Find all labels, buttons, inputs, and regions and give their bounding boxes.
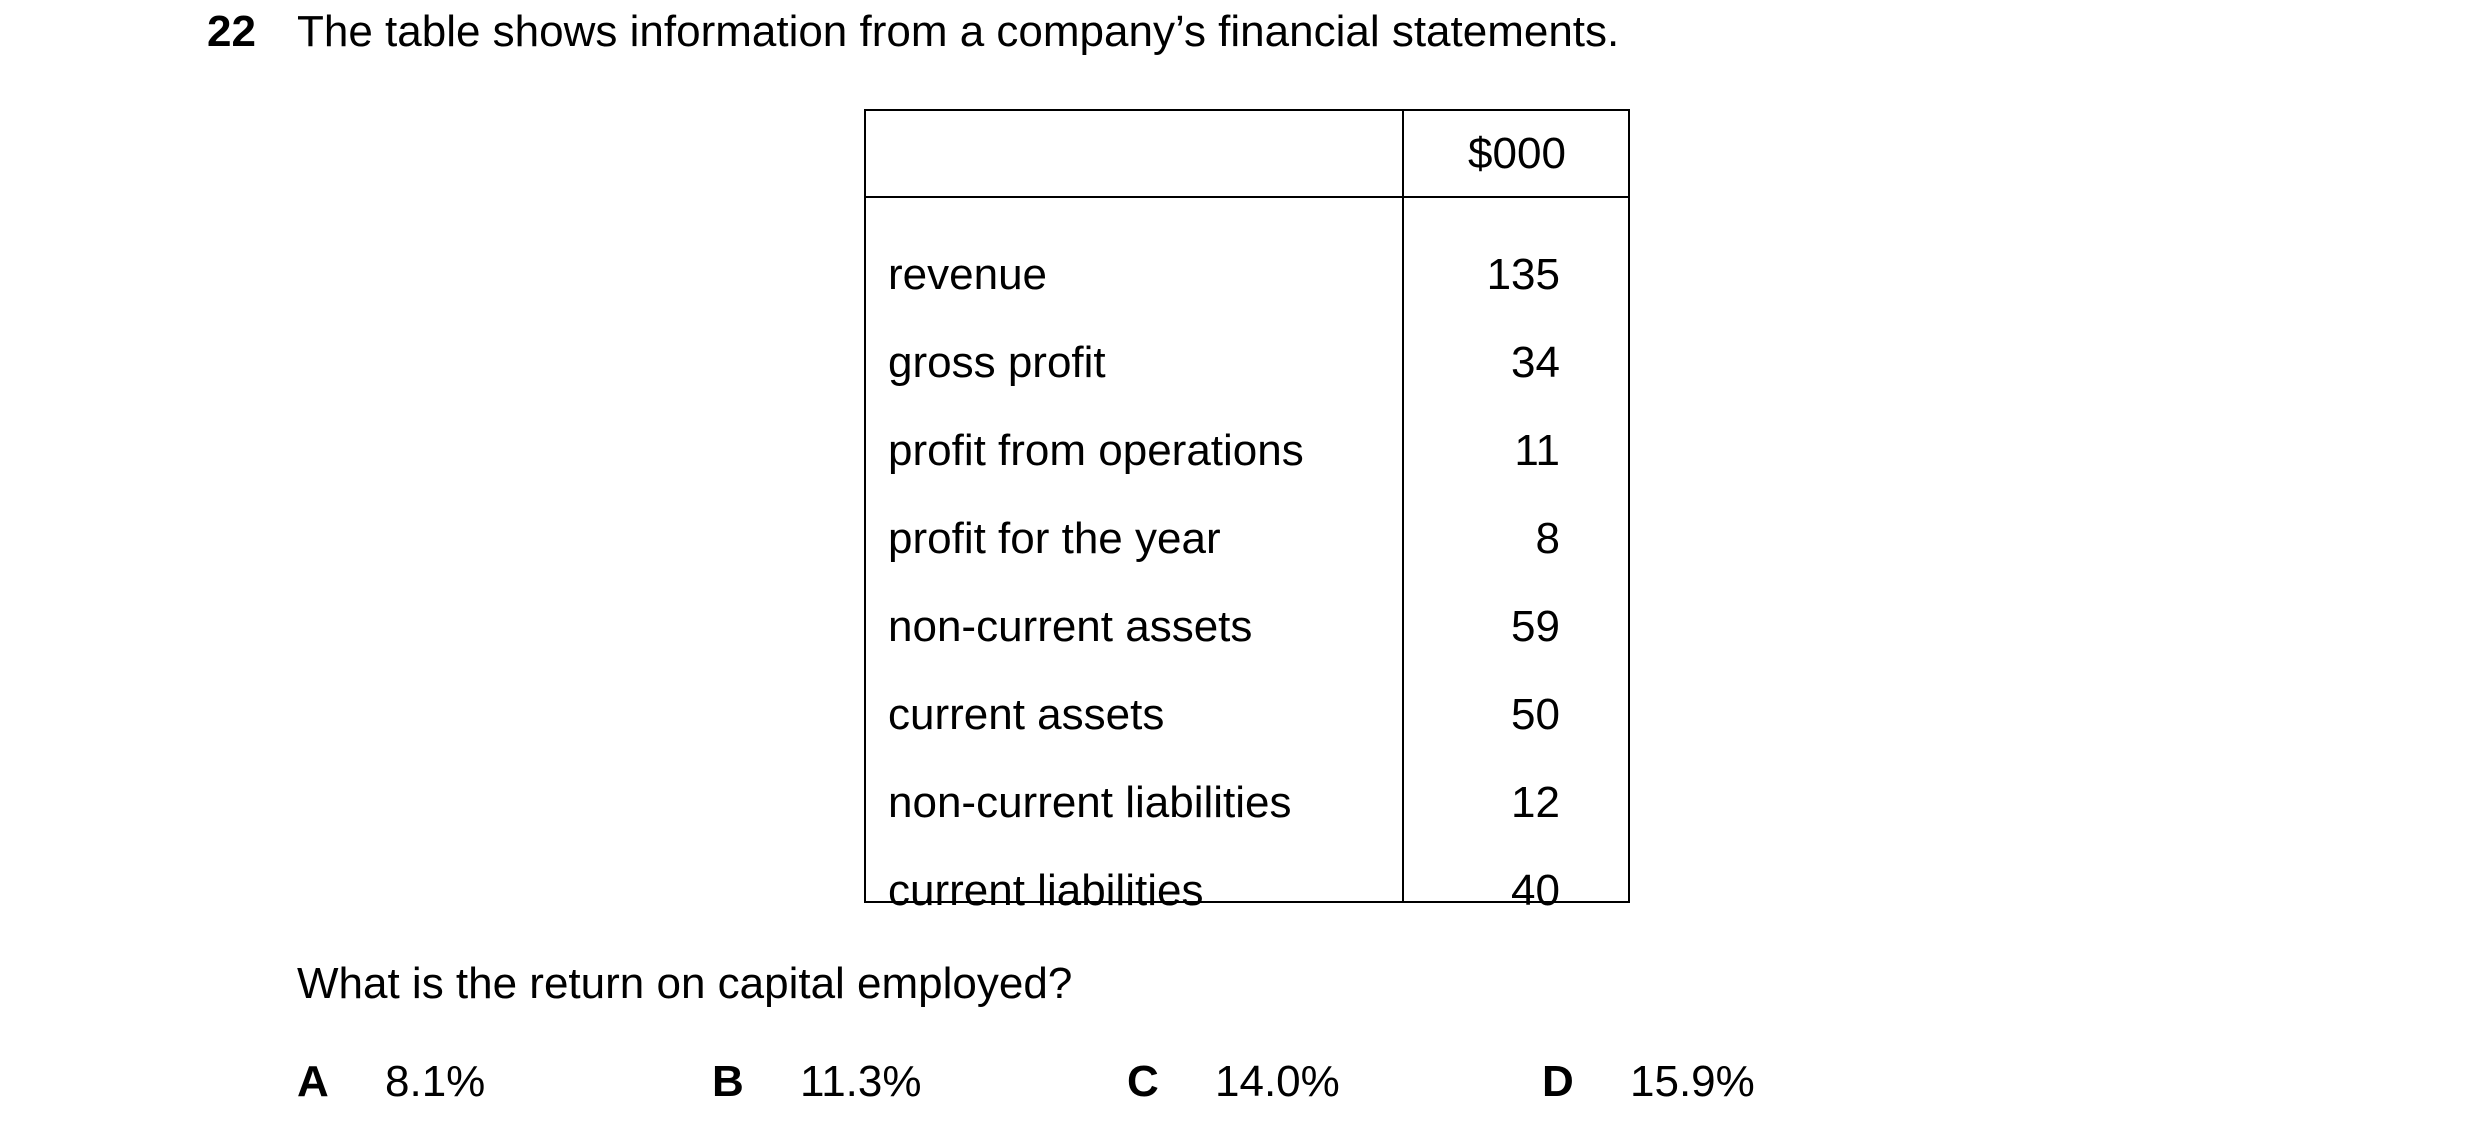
row-label: non-current liabilities — [888, 778, 1292, 827]
question-stem: The table shows information from a compa… — [297, 7, 1620, 56]
row-label: profit from operations — [888, 426, 1304, 475]
option-value: 15.9% — [1630, 1057, 1755, 1106]
row-value: 135 — [1486, 250, 1560, 299]
table-row: profit from operations 11 — [866, 407, 1628, 495]
table-row: revenue 135 — [866, 231, 1628, 319]
table-row: gross profit 34 — [866, 319, 1628, 407]
table-row: current assets 50 — [866, 671, 1628, 759]
row-value: 8 — [1535, 514, 1560, 563]
row-value: 11 — [1514, 426, 1560, 475]
row-value: 34 — [1511, 338, 1560, 387]
row-label: revenue — [888, 250, 1048, 299]
question-number: 22 — [207, 7, 256, 56]
table-row: non-current liabilities 12 — [866, 759, 1628, 847]
option-letter: C — [1127, 1057, 1159, 1106]
financial-table: $000 revenue 135 gross profit 34 profit … — [864, 109, 1630, 915]
row-label: gross profit — [888, 338, 1106, 387]
option-letter: D — [1542, 1057, 1574, 1106]
row-value: 40 — [1511, 866, 1560, 915]
option-value: 8.1% — [385, 1057, 486, 1106]
row-label: profit for the year — [888, 514, 1221, 563]
question-prompt: What is the return on capital employed? — [297, 959, 1073, 1008]
table-row: non-current assets 59 — [866, 583, 1628, 671]
option-letter: A — [297, 1057, 329, 1106]
table-row: profit for the year 8 — [866, 495, 1628, 583]
table-row: current liabilities 40 — [866, 847, 1628, 935]
row-value: 50 — [1511, 690, 1560, 739]
option-letter: B — [712, 1057, 744, 1106]
option-value: 14.0% — [1215, 1057, 1340, 1106]
row-label: current assets — [888, 690, 1165, 739]
row-value: 12 — [1511, 778, 1560, 827]
table-column-header: $000 — [1468, 129, 1566, 178]
row-label: non-current assets — [888, 602, 1253, 651]
row-label: current liabilities — [888, 866, 1204, 915]
table-header-divider — [866, 196, 1628, 198]
row-value: 59 — [1511, 602, 1560, 651]
option-value: 11.3% — [800, 1057, 922, 1106]
table-column-divider — [1402, 111, 1404, 901]
